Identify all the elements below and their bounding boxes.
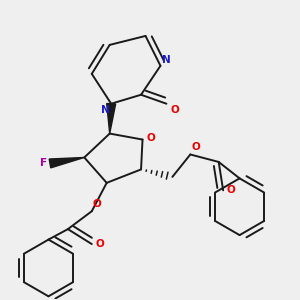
Polygon shape	[107, 103, 116, 134]
Text: N: N	[101, 105, 110, 115]
Text: O: O	[146, 133, 155, 143]
Text: N: N	[162, 55, 171, 65]
Text: O: O	[192, 142, 201, 152]
Polygon shape	[49, 158, 84, 168]
Text: F: F	[40, 158, 47, 168]
Text: O: O	[170, 105, 179, 115]
Text: O: O	[95, 239, 104, 249]
Text: O: O	[93, 199, 101, 209]
Text: O: O	[227, 185, 236, 195]
